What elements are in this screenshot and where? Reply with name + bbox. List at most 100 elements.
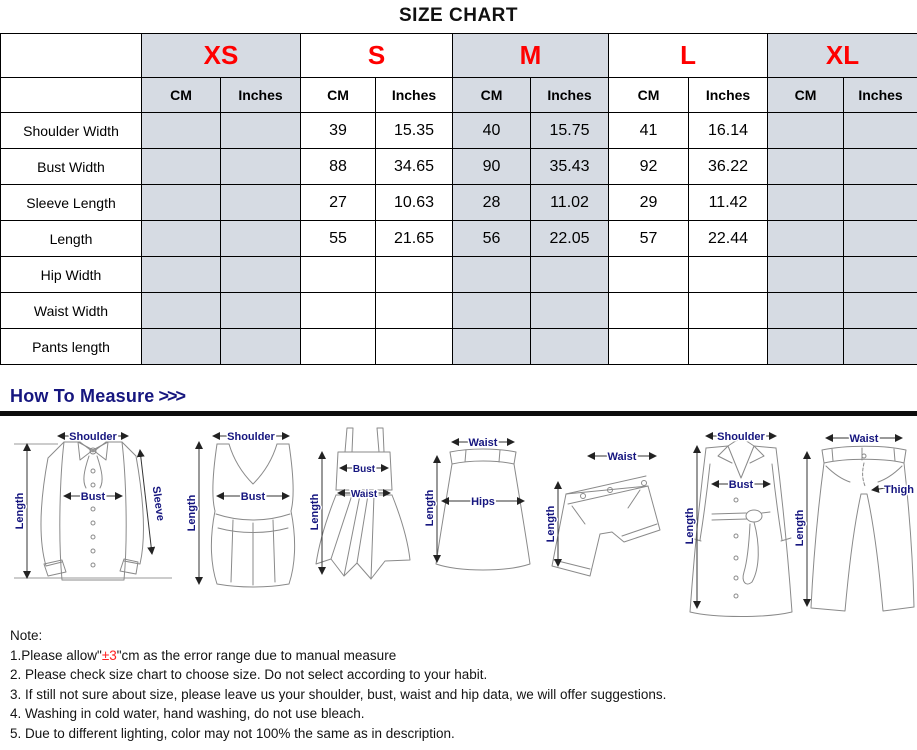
shorts-waist-label: Waist: [608, 451, 637, 463]
coat-diagram: Shoulder Bust Length: [683, 430, 793, 617]
size-value-cell: 40: [452, 112, 531, 149]
size-value-cell: 56: [452, 220, 531, 257]
note-line-3: 3. If still not sure about size, please …: [10, 686, 667, 702]
unit-header-m-cm: CM: [452, 77, 531, 113]
unit-header-m-inches: Inches: [529, 77, 610, 113]
size-value-cell: [843, 256, 917, 293]
size-value-cell: [843, 148, 917, 185]
size-value-cell: [767, 184, 845, 221]
measurement-label: Bust Width: [0, 148, 142, 185]
size-value-cell: 28: [452, 184, 531, 221]
unit-header-xl-cm: CM: [767, 77, 845, 113]
size-chart-table: XS S M L XL CM Inches CM Inches CM Inches CM Inches C…: [0, 33, 917, 365]
pants-length-label: Length: [794, 509, 806, 546]
size-value-cell: [767, 112, 845, 149]
size-value-cell: [767, 220, 845, 257]
size-value-cell: [452, 292, 531, 329]
blouse-length-label: Length: [14, 492, 26, 529]
unit-header-l-cm: CM: [608, 77, 690, 113]
size-value-cell: [300, 328, 376, 365]
size-value-cell: [843, 292, 917, 329]
size-header-xl: XL: [767, 33, 917, 78]
size-value-cell: 88: [300, 148, 376, 185]
measurement-label: Sleeve Length: [0, 184, 142, 221]
size-header-xs: XS: [141, 33, 301, 78]
size-value-cell: [608, 292, 690, 329]
blouse-sleeve-label: Sleeve: [150, 485, 167, 521]
table-row: Pants length: [0, 328, 917, 365]
skirt-waist-label: Waist: [469, 437, 498, 449]
error-range-value: ±3: [101, 647, 117, 663]
dress-length-label: Length: [309, 493, 321, 530]
size-value-cell: 39: [300, 112, 376, 149]
measurement-label: Pants length: [0, 328, 142, 365]
size-value-cell: [767, 328, 845, 365]
size-value-cell: 27: [300, 184, 376, 221]
size-value-cell: [767, 292, 845, 329]
shorts-diagram: Waist Length: [544, 450, 661, 577]
unit-header-xs-cm: CM: [141, 77, 221, 113]
size-value-cell: [452, 328, 531, 365]
table-row: Shoulder Width 39 15.35 40 15.75 41 16.14: [0, 112, 917, 149]
tank-bust-label: Bust: [241, 491, 266, 503]
size-value-cell: 15.35: [375, 112, 453, 149]
size-value-cell: 29: [608, 184, 690, 221]
size-value-cell: 35.43: [529, 148, 610, 185]
pants-thigh-label: Thigh: [884, 484, 914, 496]
pants-waist-label: Waist: [850, 433, 879, 445]
size-value-cell: [220, 112, 301, 149]
blouse-shoulder-label: Shoulder: [69, 431, 117, 443]
size-value-cell: [375, 328, 453, 365]
size-value-cell: 34.65: [375, 148, 453, 185]
measurement-label: Hip Width: [0, 256, 142, 293]
note-line-5: 5. Due to different lighting, color may …: [10, 725, 455, 741]
coat-length-label: Length: [684, 507, 696, 544]
table-row: Hip Width: [0, 256, 917, 293]
size-value-cell: 10.63: [375, 184, 453, 221]
size-value-cell: [452, 256, 531, 293]
size-value-cell: [220, 256, 301, 293]
size-value-cell: [843, 112, 917, 149]
size-value-cell: [141, 112, 221, 149]
size-header-l: L: [608, 33, 769, 78]
triple-chevron-icon: >>>: [158, 386, 187, 406]
size-table-head: XS S M L XL CM Inches CM Inches CM Inches CM Inches C…: [0, 33, 917, 113]
size-value-cell: [843, 220, 917, 257]
size-value-cell: [843, 328, 917, 365]
measurement-label: Shoulder Width: [0, 112, 142, 149]
size-value-cell: [767, 148, 845, 185]
skirt-length-label: Length: [424, 489, 436, 526]
measurement-label: Length: [0, 220, 142, 257]
size-value-cell: 55: [300, 220, 376, 257]
size-value-cell: [688, 256, 769, 293]
notes-section: Note: 1.Please allow"±3"cm as the error …: [0, 621, 917, 743]
table-row: Sleeve Length 27 10.63 28 11.02 29 11.42: [0, 184, 917, 221]
tank-top-diagram: Shoulder Bust Length: [185, 430, 296, 588]
unit-header-xs-inches: Inches: [220, 77, 301, 113]
unit-header-s-inches: Inches: [375, 77, 453, 113]
size-value-cell: 22.05: [529, 220, 610, 257]
size-value-cell: [220, 148, 301, 185]
size-value-cell: [688, 292, 769, 329]
size-value-cell: [141, 256, 221, 293]
size-value-cell: [529, 328, 610, 365]
blouse-diagram: Shoulder Bust Length Sleeve: [13, 430, 172, 581]
size-value-cell: [608, 328, 690, 365]
size-value-cell: [220, 184, 301, 221]
size-value-cell: [300, 256, 376, 293]
unit-header-xl-inches: Inches: [843, 77, 917, 113]
size-value-cell: 36.22: [688, 148, 769, 185]
size-value-cell: [141, 328, 221, 365]
size-value-cell: [220, 220, 301, 257]
size-value-cell: 15.75: [529, 112, 610, 149]
size-value-cell: 21.65: [375, 220, 453, 257]
skirt-diagram: Waist Hips Length: [423, 436, 531, 571]
note-line-2: 2. Please check size chart to choose siz…: [10, 667, 488, 682]
size-value-cell: 92: [608, 148, 690, 185]
size-value-cell: [843, 184, 917, 221]
size-value-cell: 11.02: [529, 184, 610, 221]
size-value-cell: [141, 184, 221, 221]
dress-diagram: Bust Waist Length: [308, 427, 411, 580]
unit-header-l-inches: Inches: [688, 77, 769, 113]
measurement-diagrams: Shoulder Bust Length Sleeve Shoulder Bus…: [13, 427, 916, 617]
